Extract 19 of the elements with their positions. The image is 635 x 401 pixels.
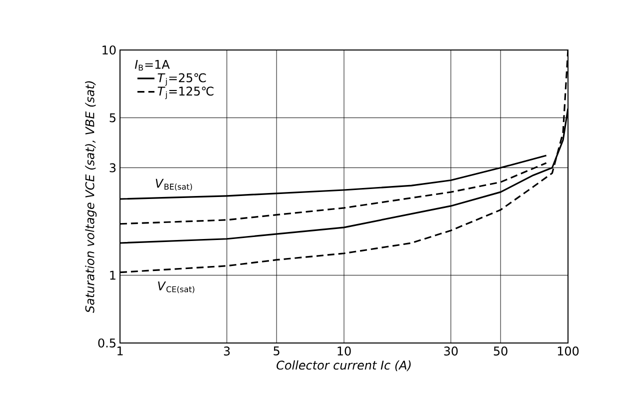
x-axis-title: Collector current Ic (A) — [276, 360, 411, 372]
y-tick-label: 1 — [110, 270, 116, 280]
y-tick-label: 0.5 — [98, 338, 116, 348]
x-tick-label: 1 — [118, 346, 123, 356]
annotation: V$_{CE(sat)}$ — [158, 281, 194, 294]
y-tick-label: 5 — [110, 113, 116, 122]
y-axis-title: Saturation voltage VCE (sat), VBE (sat) — [85, 81, 97, 313]
x-tick-label: 5 — [274, 346, 280, 356]
y-tick-label: 10 — [102, 45, 116, 55]
annotation: V$_{BE(sat)}$ — [156, 178, 192, 191]
legend-title: I$_{B}$=1A — [134, 60, 170, 71]
x-tick-label: 50 — [494, 346, 508, 356]
x-tick-label: 100 — [558, 346, 579, 356]
y-tick-label: 3 — [110, 163, 116, 172]
x-tick-label: 3 — [224, 346, 230, 356]
x-tick-label: 10 — [338, 346, 351, 356]
legend-label: T$_{j}$=125℃ — [158, 86, 214, 100]
legend-label: T$_{j}$=25℃ — [158, 73, 206, 86]
x-tick-label: 30 — [444, 346, 458, 356]
